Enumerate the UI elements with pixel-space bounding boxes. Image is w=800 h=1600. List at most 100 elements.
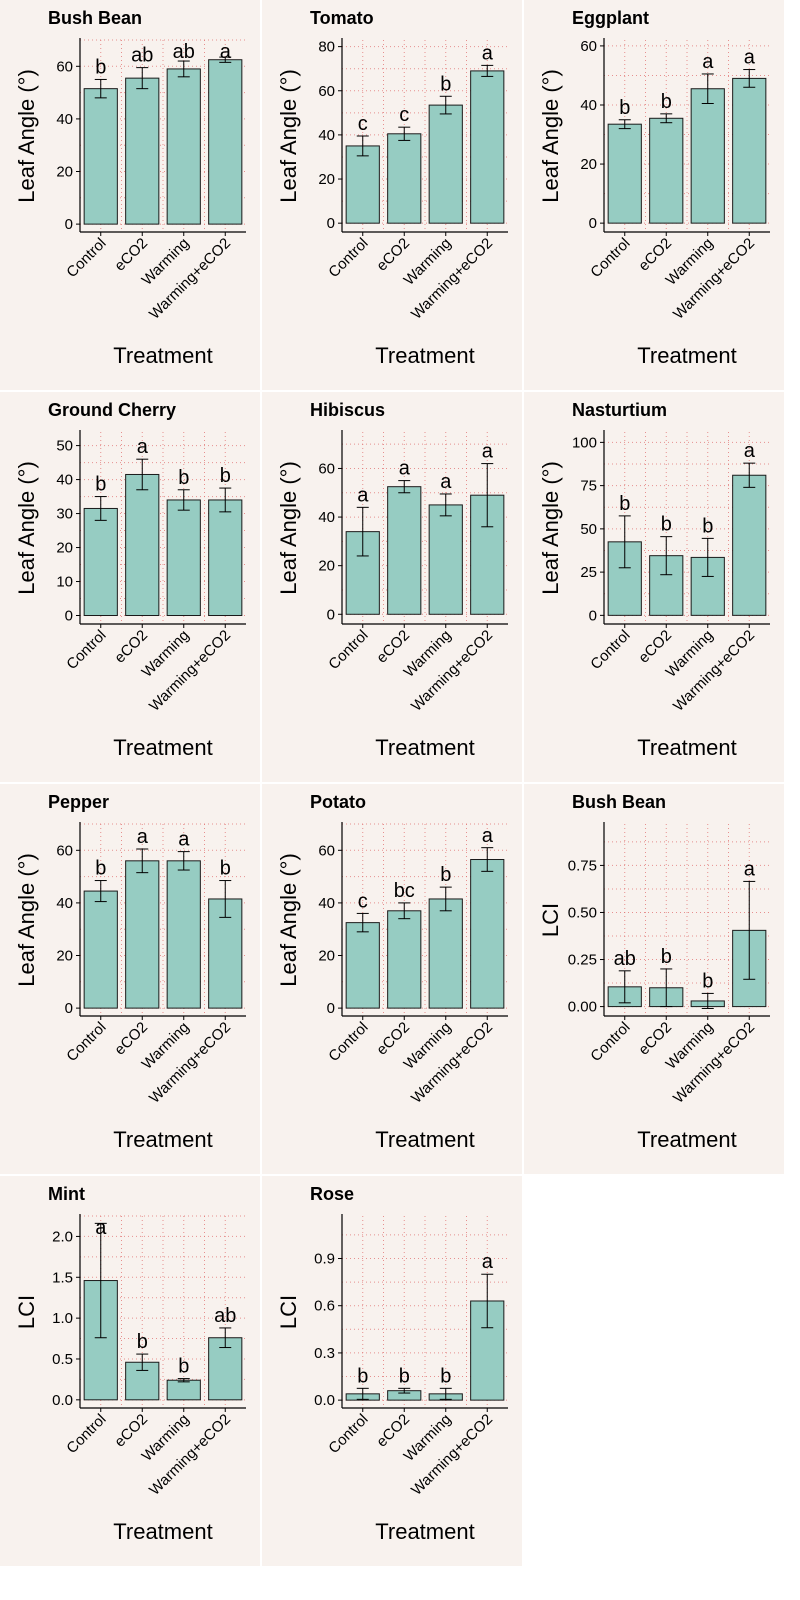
bar-warming — [166, 499, 201, 617]
y-tick-label: 0 — [589, 215, 597, 232]
bar-eco2 — [649, 117, 684, 224]
x-tick-label: Control — [63, 1411, 109, 1457]
error-bar — [219, 1327, 232, 1349]
bar-warming-eco2 — [208, 59, 243, 225]
significance-letter: ab — [214, 1305, 236, 1327]
bar-eco2 — [125, 860, 160, 1009]
significance-letter: a — [482, 42, 494, 64]
x-axis-title: Treatment — [113, 1519, 212, 1544]
significance-letter: b — [95, 474, 106, 496]
error-bar — [743, 69, 756, 88]
chart-svg: NasturtiumbControlbeCO2bWarmingaWarming+… — [538, 400, 770, 760]
significance-letter: b — [220, 858, 231, 880]
error-bar — [618, 970, 631, 1004]
significance-letter: ab — [131, 45, 153, 67]
chart-panel-11: Rose b Control b eCO2 b Warming a Warming+eCO2 0.… — [262, 1176, 522, 1566]
y-axis-title: Leaf Angle (°) — [538, 69, 563, 203]
error-bar — [219, 56, 232, 63]
significance-letter: b — [178, 467, 189, 489]
significance-letter: a — [482, 441, 494, 463]
significance-letter: b — [619, 493, 630, 515]
significance-letter: b — [220, 465, 231, 487]
significance-letter: c — [358, 113, 368, 135]
x-tick-label: Control — [325, 1019, 371, 1065]
chart-panel-9: Bush Bean ab Control b eCO2 b Warming a Warming+… — [524, 784, 784, 1174]
y-tick-label: 1.0 — [52, 1310, 73, 1327]
bar-warming — [428, 504, 463, 615]
y-tick-label: 0 — [327, 606, 335, 623]
bar-control — [83, 890, 118, 1009]
chart-panel-3: Eggplant b Control b eCO2 a Warming a Warming+eC… — [524, 0, 784, 390]
error-bar — [618, 119, 631, 130]
x-axis-title: Treatment — [637, 1127, 736, 1152]
chart-title: Nasturtium — [572, 400, 667, 420]
bar-eco2 — [387, 910, 422, 1009]
bar-warming-eco2 — [732, 474, 767, 616]
x-axis-title: Treatment — [113, 735, 212, 760]
y-tick-label: 0 — [327, 215, 335, 232]
significance-letter: b — [95, 56, 106, 78]
significance-letter: c — [399, 104, 409, 126]
significance-letter: a — [482, 825, 494, 847]
chart-svg: PotatocControlbceCO2bWarmingaWarming+eCO… — [276, 792, 508, 1152]
error-bar — [398, 902, 411, 920]
x-tick-label: eCO2 — [111, 235, 151, 275]
error-bar — [660, 113, 673, 124]
bar-warming-eco2 — [208, 499, 243, 617]
bar-eco2 — [125, 473, 160, 617]
x-tick-label: eCO2 — [111, 1411, 151, 1451]
y-tick-label: 60 — [318, 842, 335, 859]
error-bar — [136, 458, 149, 491]
y-axis-title: Leaf Angle (°) — [14, 461, 39, 595]
significance-letter: a — [220, 41, 232, 63]
error-bar — [356, 506, 369, 557]
significance-letter: b — [619, 97, 630, 119]
x-tick-label: Control — [587, 1019, 633, 1065]
x-tick-label: eCO2 — [111, 1019, 151, 1059]
y-tick-label: 0 — [65, 608, 73, 625]
y-axis-title: LCI — [538, 903, 563, 937]
significance-letter: b — [702, 970, 713, 992]
bar-warming — [166, 1379, 201, 1401]
significance-letter: b — [702, 515, 713, 537]
y-tick-label: 40 — [580, 97, 597, 114]
error-bar — [94, 496, 107, 521]
significance-letter: b — [178, 1356, 189, 1378]
x-tick-label: eCO2 — [373, 627, 413, 667]
chart-title: Potato — [310, 792, 366, 812]
y-tick-label: 60 — [56, 58, 73, 75]
y-tick-label: 20 — [318, 171, 335, 188]
significance-letter: b — [95, 858, 106, 880]
y-tick-label: 20 — [56, 948, 73, 965]
y-axis-title: Leaf Angle (°) — [276, 461, 301, 595]
error-bar — [439, 886, 452, 912]
x-tick-label: Control — [325, 235, 371, 281]
y-tick-label: 0.9 — [314, 1250, 335, 1267]
error-bar — [219, 880, 232, 918]
y-tick-label: 75 — [580, 478, 597, 495]
y-tick-label: 0.0 — [314, 1392, 335, 1409]
error-bar — [177, 489, 190, 511]
bar-control — [83, 507, 118, 617]
significance-letter: ab — [173, 41, 195, 63]
chart-svg: Ground CherrybControlaeCO2bWarmingbWarmi… — [14, 400, 246, 760]
error-bar — [743, 462, 756, 488]
x-tick-label: eCO2 — [635, 1019, 675, 1059]
error-bar — [481, 847, 494, 872]
chart-svg: PepperbControlaeCO2aWarmingbWarming+eCO2… — [14, 792, 246, 1152]
x-tick-label: Control — [587, 627, 633, 673]
x-tick-label: Control — [325, 627, 371, 673]
x-axis-title: Treatment — [375, 1127, 474, 1152]
x-axis-title: Treatment — [113, 1127, 212, 1152]
chart-svg: HibiscusaControlaeCO2aWarmingaWarming+eC… — [276, 400, 508, 760]
x-tick-label: Control — [587, 235, 633, 281]
y-tick-label: 40 — [318, 895, 335, 912]
significance-letter: a — [178, 829, 190, 851]
x-tick-label: Control — [63, 627, 109, 673]
bar-eco2 — [125, 77, 160, 225]
y-tick-label: 50 — [580, 521, 597, 538]
x-axis-title: Treatment — [637, 343, 736, 368]
y-tick-label: 25 — [580, 564, 597, 581]
error-bar — [356, 1387, 369, 1400]
chart-title: Hibiscus — [310, 400, 385, 420]
